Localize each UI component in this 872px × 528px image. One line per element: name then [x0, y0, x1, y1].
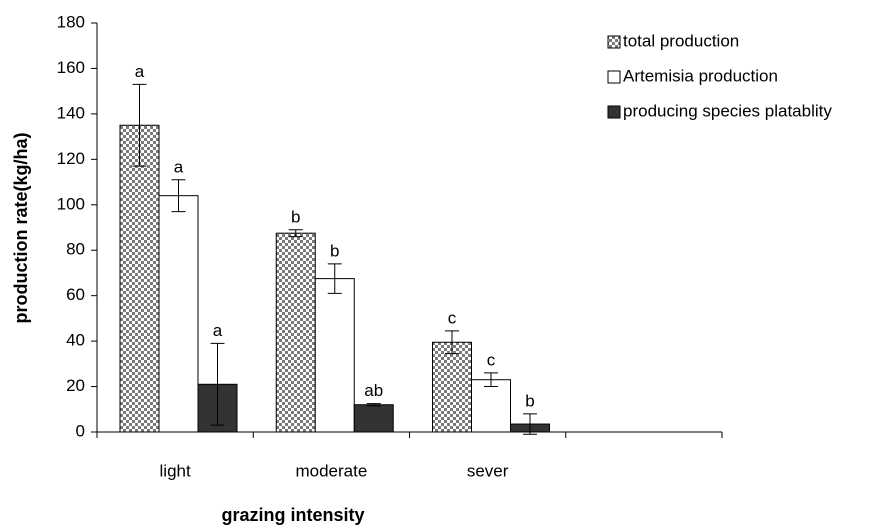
error-bar: [327, 263, 342, 294]
y-tick-label: 140: [57, 103, 85, 122]
significance-letter: b: [291, 207, 300, 226]
error-bar: [484, 372, 498, 388]
legend-swatch: [607, 35, 621, 49]
significance-letter: b: [525, 391, 534, 410]
y-tick-label: 80: [66, 240, 85, 259]
y-tick-label: 100: [57, 194, 85, 213]
bar: [119, 124, 160, 433]
y-tick-label: 20: [66, 376, 85, 395]
x-axis-label: grazing intensity: [221, 505, 364, 525]
error-bar: [366, 403, 381, 407]
error-bar: [210, 342, 225, 426]
significance-letter: c: [487, 350, 496, 369]
y-tick-label: 60: [66, 285, 85, 304]
x-tick-label: moderate: [295, 461, 367, 480]
bar: [471, 379, 511, 433]
bar: [158, 195, 199, 433]
y-tick-label: 160: [57, 58, 85, 77]
legend-label: Artemisia production: [623, 66, 778, 85]
y-tick-label: 120: [57, 149, 85, 168]
bar: [353, 404, 394, 433]
y-axis-label: production rate(kg/ha): [11, 132, 31, 323]
x-tick-label: light: [160, 461, 191, 480]
error-bar: [523, 413, 537, 435]
bar: [314, 278, 355, 433]
error-bar: [288, 229, 303, 238]
y-tick-label: 180: [57, 12, 85, 31]
legend-swatch: [607, 70, 621, 84]
error-bar: [171, 179, 186, 213]
legend-label: producing species platablity: [623, 101, 832, 120]
error-bar: [132, 83, 147, 167]
significance-letter: a: [135, 62, 145, 81]
significance-letter: b: [330, 241, 339, 260]
significance-letter: c: [448, 308, 457, 327]
bar: [432, 341, 472, 433]
legend-swatch: [607, 105, 621, 119]
significance-letter: ab: [364, 381, 383, 400]
bar: [275, 232, 316, 433]
significance-letter: a: [174, 157, 184, 176]
x-tick-label: sever: [467, 461, 509, 480]
significance-letter: a: [213, 321, 223, 340]
y-tick-label: 40: [66, 331, 85, 350]
error-bar: [445, 330, 459, 355]
y-tick-label: 0: [76, 421, 85, 440]
legend-label: total production: [623, 31, 739, 50]
